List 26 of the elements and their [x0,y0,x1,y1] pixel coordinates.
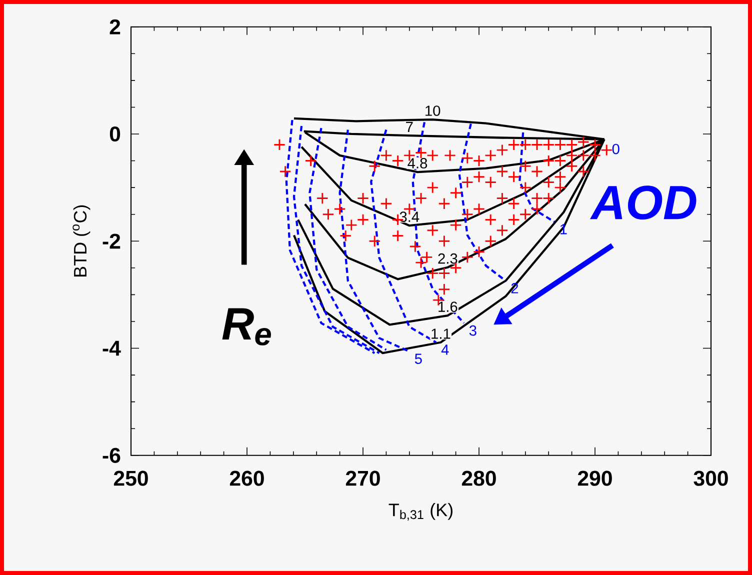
y-tick-label: 0 [110,126,120,142]
series-label: 2.3 [438,253,458,264]
x-tick-label: 260 [230,470,264,486]
annotation: R$_{e}$ [222,308,271,346]
y-tick-label: -4 [102,340,121,356]
series-label: 10 [426,106,440,116]
series-label: 5 [414,354,422,364]
series-label: 3 [469,325,476,336]
y-tick-label: 2 [110,19,120,34]
series-label: 1.6 [438,302,458,312]
annotation: 0 [612,144,620,154]
series-label: 3.4 [400,212,420,222]
x-tick-label: 250 [114,470,148,486]
y-tick-label: -2 [102,234,120,249]
series-label: 1.1 [432,328,450,339]
x-tick-label: 280 [462,470,496,486]
x-axis-title: T$_{b,31}$ (K) [388,503,452,521]
y-axis-title: BTD ($^{o}$C) [72,205,90,276]
series-label: 7 [406,122,413,132]
y-tick-label: -6 [102,448,120,463]
x-tick-label: 270 [346,470,380,486]
annotation: AOD [590,186,696,220]
x-tick-label: 290 [578,470,612,486]
series-label: 4 [441,344,449,355]
x-tick-label: 300 [694,470,728,486]
series-label: 4.8 [408,158,428,168]
